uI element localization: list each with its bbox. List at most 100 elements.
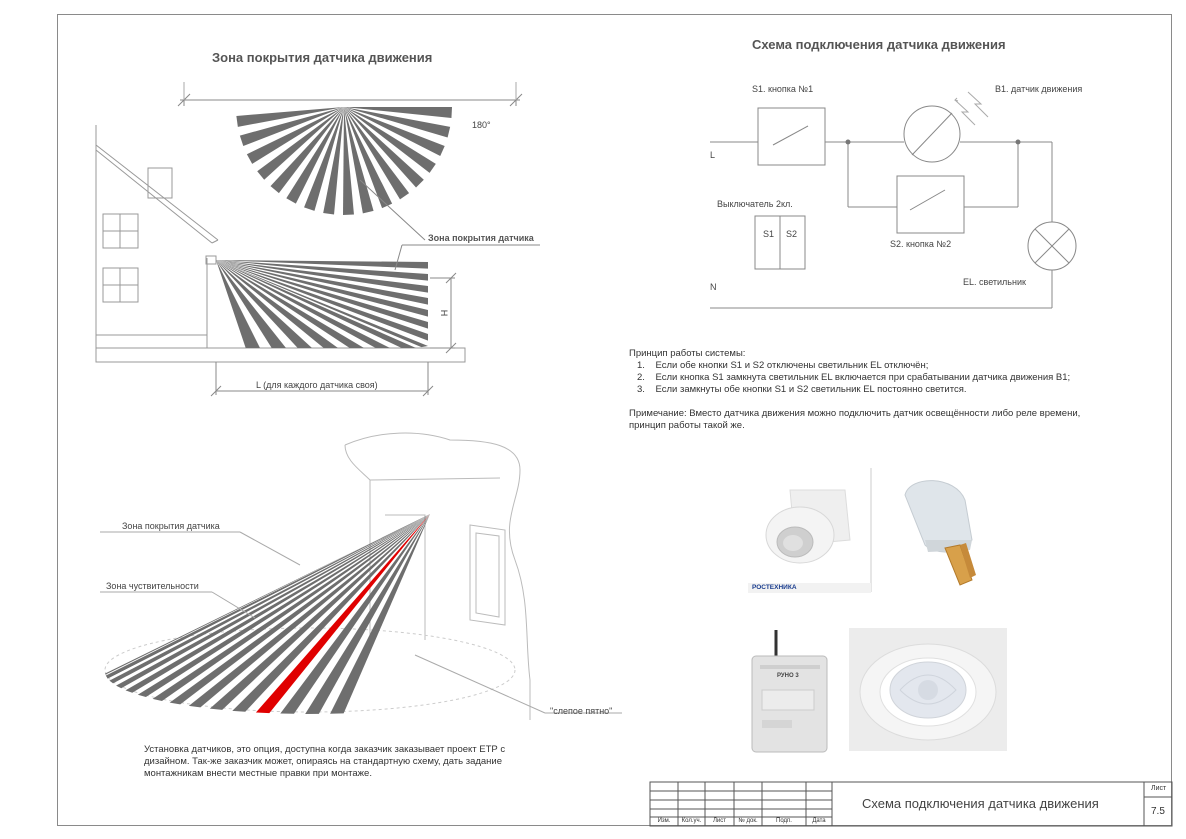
- coverage-ray: [344, 107, 452, 118]
- stamp-sheet-label: Лист: [1151, 785, 1167, 792]
- house-elevation: [95, 125, 466, 363]
- stamp-col-kol: Кол.уч.: [681, 818, 702, 824]
- perspective-rays: [105, 514, 431, 714]
- coverage-ray: [239, 107, 344, 147]
- stamp-col-podp: Подп.: [776, 818, 792, 824]
- side-ray: [216, 260, 260, 348]
- install-note-line-1: Установка датчиков, это опция, доступна …: [144, 744, 506, 755]
- runo-box-photo: [751, 630, 828, 753]
- blind-spot-ray: [255, 514, 430, 714]
- stamp-title: Схема подключения датчика движения: [862, 796, 1099, 811]
- coverage-ray: [270, 107, 344, 194]
- principle-heading: Принцип работы системы:: [629, 348, 746, 359]
- stamp-col-doc: № док.: [738, 818, 758, 824]
- angle-label: 180°: [472, 120, 491, 130]
- coverage-ray: [257, 107, 344, 180]
- coverage-ray: [344, 107, 410, 200]
- b1-label: B1. датчик движения: [995, 84, 1083, 94]
- coverage-ray: [344, 107, 451, 138]
- wiring-title: Схема подключения датчика движения: [752, 37, 1006, 52]
- drawing-frame: [57, 14, 1172, 826]
- side-ray: [216, 260, 286, 348]
- ceiling-sensor-photo: [849, 628, 1007, 751]
- side-ray: [216, 260, 428, 305]
- perspective-ray: [209, 514, 430, 710]
- perspective-leaders: [100, 531, 622, 714]
- switch-label: Выключатель 2кл.: [717, 199, 793, 209]
- wiring-diagram: [710, 91, 1077, 309]
- perspective-ray: [137, 514, 430, 698]
- switch-key-s2: S2: [786, 229, 798, 239]
- el-label: EL. светильник: [963, 277, 1026, 287]
- side-ray: [216, 260, 338, 348]
- switch-key-s1: S1: [763, 229, 775, 239]
- perspective-zone-label: Зона покрытия датчика: [122, 521, 220, 531]
- coverage-ray: [344, 107, 436, 173]
- principle-item-num: 2.: [637, 372, 645, 383]
- neutral-label: N: [710, 282, 717, 292]
- stamp-col-date: Дата: [812, 818, 826, 824]
- coverage-ray: [246, 107, 344, 164]
- principle-item-text: Если замкнуты обе кнопки S1 и S2 светиль…: [655, 384, 967, 395]
- perspective-ray: [109, 514, 430, 684]
- zone-label: Зона покрытия датчика: [428, 233, 534, 243]
- side-ray: [216, 260, 428, 293]
- wiring-nodes: [845, 139, 1021, 145]
- perspective-ray: [169, 514, 430, 705]
- perspective-ray: [125, 514, 430, 693]
- principle-item-num: 1.: [637, 360, 645, 371]
- coverage-ray: [344, 107, 424, 188]
- side-ray: [216, 260, 312, 348]
- install-note-line-2: дизайном. Так-же заказчик может, опираяс…: [144, 756, 503, 767]
- perspective-ray: [152, 514, 430, 701]
- note-line-2: принцип работы такой же.: [629, 420, 745, 431]
- coverage-ray: [344, 107, 393, 209]
- blind-spot-label: "слепое пятно": [550, 706, 613, 716]
- perspective-ray: [188, 514, 430, 708]
- stamp-col-list: Лист: [712, 818, 727, 824]
- title-block: [649, 781, 1173, 827]
- s2-label: S2. кнопка №2: [890, 239, 952, 249]
- coverage-ray: [344, 107, 374, 214]
- side-ray: [216, 260, 428, 317]
- side-ray: [216, 260, 428, 329]
- wall-sensor-photo: [748, 468, 872, 593]
- length-label: L (для каждого датчика своя): [256, 380, 378, 390]
- s1-label: S1. кнопка №1: [752, 84, 814, 94]
- coverage-ray: [236, 107, 344, 127]
- perspective-ray: [330, 514, 430, 714]
- principle-item-num: 3.: [637, 384, 645, 395]
- principle-item-1: 1. Если обе кнопки S1 и S2 отключены све…: [637, 360, 928, 372]
- side-ray: [216, 260, 428, 269]
- coverage-ray: [286, 107, 344, 204]
- device-label: РУНО 3: [777, 673, 799, 679]
- side-coverage-rays: [216, 260, 428, 348]
- side-ray: [216, 260, 428, 348]
- coverage-title: Зона покрытия датчика движения: [212, 50, 433, 65]
- light-sensor-photo: [904, 480, 976, 586]
- phase-label: L: [710, 150, 716, 160]
- sensitivity-label: Зона чуствительности: [106, 581, 199, 591]
- side-ray: [216, 260, 416, 348]
- perspective-ray: [280, 514, 430, 714]
- principle-item-text: Если кнопка S1 замкнута светильник EL вк…: [655, 372, 1071, 383]
- side-ray: [216, 260, 390, 348]
- perspective-ray: [232, 514, 430, 712]
- perspective-building: [104, 432, 531, 720]
- stamp-sheet-number: 7.5: [1151, 806, 1165, 817]
- side-ray: [216, 260, 364, 348]
- stamp-col-izm: Изм.: [657, 818, 671, 824]
- principle-item-2: 2. Если кнопка S1 замкнута светильник EL…: [637, 372, 1070, 384]
- side-ray: [216, 260, 428, 341]
- perspective-ray: [105, 514, 430, 675]
- coverage-ray: [343, 107, 354, 215]
- side-ray: [216, 260, 428, 281]
- coverage-ray: [304, 107, 344, 211]
- principle-item-3: 3. Если замкнуты обе кнопки S1 и S2 свет…: [637, 384, 966, 396]
- brand-label: РОСТЕХНИКА: [752, 584, 797, 591]
- perspective-ray: [305, 514, 430, 714]
- install-note-line-3: монтажникам внести местные правки при мо…: [144, 768, 372, 779]
- coverage-ray: [344, 107, 445, 157]
